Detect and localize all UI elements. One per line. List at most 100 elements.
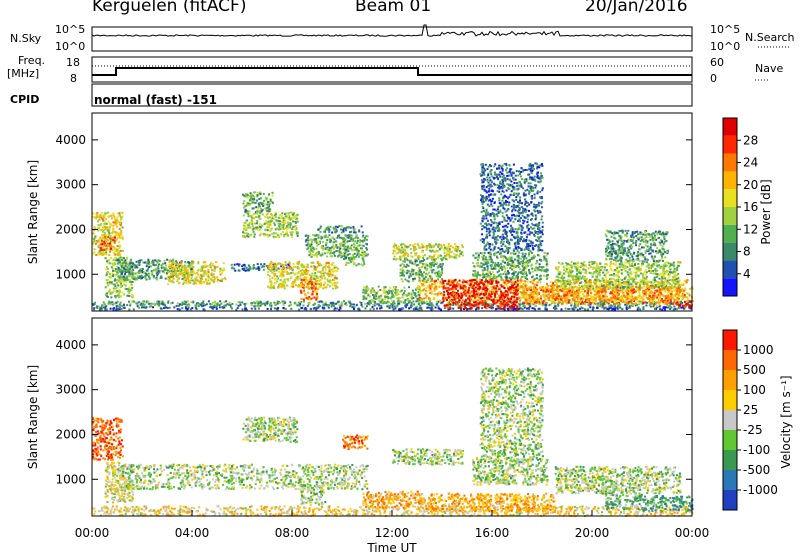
range-cell [275,219,278,222]
range-cell [147,267,150,270]
range-cell [448,251,451,254]
range-cell [425,279,428,282]
range-cell [291,284,294,287]
range-cell [344,246,347,249]
range-cell [106,281,109,284]
range-cell [291,217,294,220]
range-cell [418,288,421,291]
range-cell [353,242,355,245]
range-cell [131,286,134,289]
range-cell [381,300,384,303]
range-cell [395,247,398,250]
range-cell [278,262,281,265]
range-cell [125,280,127,283]
range-cell [379,289,382,291]
range-cell [120,229,123,232]
range-cell [138,271,140,274]
range-cell [135,265,138,268]
range-cell [338,304,341,307]
range-cell [646,301,648,304]
range-cell [329,255,332,258]
range-cell [183,267,186,270]
range-cell [161,300,164,303]
range-cell [340,225,343,228]
range-cell [552,282,554,285]
range-cell [138,301,141,304]
range-cell [309,248,312,251]
range-cell [592,306,595,309]
range-cell [101,254,104,256]
range-cell [328,275,331,278]
range-cell [329,273,332,276]
range-cell [250,199,253,202]
range-cell [187,274,190,277]
range-cell [176,267,179,270]
range-cell [111,249,114,252]
range-cell [317,260,320,263]
range-cell [426,280,429,283]
range-cell [270,260,273,263]
range-cell [127,290,130,293]
range-cell [115,308,118,311]
range-cell [392,252,395,255]
range-cell [393,305,396,308]
range-cell [156,274,159,277]
range-cell [435,243,438,246]
range-cell [114,270,117,272]
range-cell [147,259,150,262]
range-cell [301,263,303,266]
range-cell [338,308,341,311]
range-cell [441,268,443,270]
range-cell [298,308,301,311]
range-cell [411,261,414,264]
range-cell [653,292,656,295]
range-cell [244,221,247,224]
range-cell [257,191,260,194]
range-cell [419,256,422,259]
range-cell [165,264,168,267]
range-cell [190,262,193,265]
range-cell [118,294,121,297]
range-cell [126,294,129,297]
range-cell [97,253,100,256]
range-cell [213,276,216,279]
range-cell [576,305,579,308]
range-cell [570,304,573,307]
range-cell [148,261,150,264]
range-cell [216,303,219,306]
range-cell [170,274,173,276]
range-cell [401,296,404,299]
range-cell [416,297,419,300]
range-cell [420,243,423,246]
range-cell [241,301,244,304]
range-cell [160,269,163,272]
range-cell [118,270,121,273]
range-cell [307,234,310,237]
range-cell [314,283,317,285]
range-cell [277,234,280,237]
range-cell [430,279,433,282]
range-cell [666,305,669,307]
range-cell [273,222,276,225]
range-cell [595,284,598,287]
range-cell [271,215,274,218]
range-cell [461,246,464,248]
range-cell [429,300,432,303]
range-cell [291,236,293,239]
range-cell [334,287,337,290]
range-cell [618,301,620,304]
range-cell [257,266,260,268]
range-cell [310,274,313,277]
range-cell [333,254,336,257]
range-cell [112,308,115,311]
range-cell [112,252,115,255]
range-cell [139,271,142,274]
range-cell [335,228,338,231]
range-cell [121,211,124,214]
range-cell [127,269,130,272]
range-cell [200,282,203,285]
range-cell [385,290,388,293]
range-cell [340,301,343,304]
range-cell [111,236,114,239]
range-cell [265,198,268,201]
